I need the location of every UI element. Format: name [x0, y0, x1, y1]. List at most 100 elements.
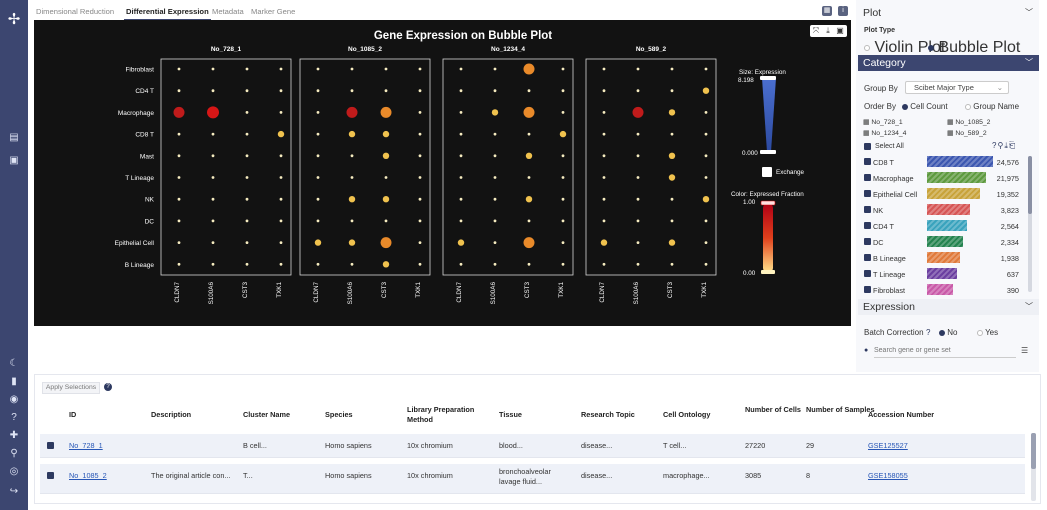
tab-differential-expression[interactable]: Differential Expression: [124, 6, 211, 20]
table-cell: T...: [243, 471, 253, 480]
column-header-tissue[interactable]: Tissue: [499, 410, 522, 419]
category-row-macrophage[interactable]: Macrophage 21,975: [863, 172, 1035, 185]
github-icon[interactable]: ◉: [9, 394, 19, 405]
column-header-cell-ontology[interactable]: Cell Ontology: [663, 410, 711, 419]
help-icon[interactable]: ?: [992, 141, 998, 150]
color-legend-bar: [763, 204, 773, 272]
table-row[interactable]: [40, 434, 1025, 458]
bubble-marker: [704, 219, 708, 223]
category-row-cd8-t[interactable]: CD8 T 24,576: [863, 156, 1035, 169]
document-icon[interactable]: ▮: [11, 376, 17, 387]
list-filter-icon[interactable]: ☰: [1021, 346, 1029, 355]
category-checkbox[interactable]: [864, 222, 871, 229]
category-checkbox[interactable]: [864, 238, 871, 245]
tab-dimensional-reduction[interactable]: Dimensional Reduction: [36, 7, 115, 16]
beaker-icon[interactable]: ▣: [9, 155, 19, 166]
person-search-icon[interactable]: ⚲: [10, 448, 18, 459]
save-image-icon[interactable]: ▣: [836, 26, 844, 35]
gene-search-input[interactable]: [874, 344, 1016, 358]
category-row-t-lineage[interactable]: T Lineage 637: [863, 268, 1035, 281]
order-group-name-radio[interactable]: Group Name: [965, 102, 1019, 111]
gene-tick-label: TXK1: [415, 282, 422, 298]
order-cell-count-radio[interactable]: Cell Count: [902, 102, 948, 111]
column-header-description[interactable]: Description: [151, 410, 192, 419]
batch-no-radio[interactable]: No: [939, 328, 957, 337]
category-checkbox[interactable]: [864, 190, 871, 197]
download-icon[interactable]: ⤓: [826, 26, 830, 35]
batch-yes-radio[interactable]: Yes: [977, 328, 998, 337]
dataset-id-link[interactable]: No_1085_2: [69, 471, 107, 480]
violin-plot-radio[interactable]: Violin Plot: [864, 39, 945, 57]
bubble-marker: [459, 67, 463, 71]
tab-metadata[interactable]: Metadata: [212, 7, 244, 16]
category-bar: [927, 156, 993, 167]
category-row-b-lineage[interactable]: B Lineage 1,938: [863, 252, 1035, 265]
moon-icon[interactable]: ☾: [9, 358, 19, 369]
category-row-dc[interactable]: DC 2,334: [863, 236, 1035, 249]
category-checkbox[interactable]: [864, 270, 871, 277]
help-icon[interactable]: ?: [926, 328, 931, 337]
column-header-research-topic[interactable]: Research Topic: [581, 410, 635, 419]
column-header-id[interactable]: ID: [69, 410, 77, 419]
category-count: 390: [1006, 286, 1019, 295]
table-cell: T cell...: [663, 441, 687, 450]
column-header-species[interactable]: Species: [325, 410, 353, 419]
gene-tick-label: CST3: [381, 282, 388, 299]
category-row-nk[interactable]: NK 3,823: [863, 204, 1035, 217]
sample-legend-4: ▦ No_589_2: [947, 129, 987, 137]
molecule-logo-icon[interactable]: ✢: [7, 11, 21, 28]
column-header-number-of-samples[interactable]: Number of Samples: [806, 405, 875, 414]
dataset-id-link[interactable]: No_728_1: [69, 441, 103, 450]
category-checkbox[interactable]: [864, 286, 871, 293]
column-header-library-preparation-method[interactable]: Library Preparation Method: [407, 405, 475, 424]
plot-section-header[interactable]: Plot ﹀: [858, 5, 1039, 21]
category-checkbox[interactable]: [864, 174, 871, 181]
bubble-marker: [177, 262, 181, 266]
row-checkbox[interactable]: [47, 442, 54, 449]
column-header-accession-number[interactable]: Accession Number: [868, 410, 935, 419]
accession-link[interactable]: GSE125527: [868, 441, 908, 450]
category-row-epithelial-cell[interactable]: Epithelial Cell 19,352: [863, 188, 1035, 201]
category-checkbox[interactable]: [864, 254, 871, 261]
bubble-marker: [245, 197, 249, 201]
select-all-checkbox[interactable]: [864, 143, 871, 150]
bubble-marker: [177, 241, 181, 245]
logout-icon[interactable]: ↪: [9, 486, 19, 497]
puzzle-icon[interactable]: ✚: [9, 430, 19, 441]
expression-section-header[interactable]: Expression ﹀: [858, 299, 1039, 315]
download-icon[interactable]: ⤓: [1004, 141, 1009, 150]
bubble-marker: [636, 219, 640, 223]
table-row[interactable]: [40, 464, 1025, 494]
category-row-fibroblast[interactable]: Fibroblast 390: [863, 284, 1035, 297]
category-section-header[interactable]: Category ﹀: [858, 55, 1039, 71]
tab-marker-gene[interactable]: Marker Gene: [251, 7, 296, 16]
category-checkbox[interactable]: [864, 206, 871, 213]
table-scrollbar-thumb[interactable]: [1031, 433, 1036, 469]
search-icon[interactable]: ⚲: [997, 141, 1005, 150]
help-icon[interactable]: ?: [104, 383, 112, 391]
accession-link[interactable]: GSE158055: [868, 471, 908, 480]
category-checkbox[interactable]: [864, 158, 871, 165]
bubble-marker: [668, 239, 676, 246]
category-scrollbar-thumb[interactable]: [1028, 156, 1032, 214]
grid-view-icon[interactable]: ▦: [822, 6, 832, 16]
bubble-marker: [211, 262, 215, 266]
category-row-cd4-t[interactable]: CD4 T 2,564: [863, 220, 1035, 233]
chevron-down-icon: ⌄: [996, 83, 1003, 92]
column-header-number-of-cells[interactable]: Number of Cells: [745, 405, 801, 414]
apply-selections-button[interactable]: Apply Selections: [42, 382, 100, 394]
bubble-marker: [459, 197, 463, 201]
group-by-select[interactable]: Scibet Major Type ⌄: [905, 81, 1009, 94]
bubble-plot-radio[interactable]: Bubble Plot: [928, 39, 1020, 57]
bubble-marker: [491, 109, 499, 116]
graduation-icon[interactable]: ◎: [9, 466, 19, 477]
help-icon[interactable]: ?: [11, 412, 17, 423]
info-icon[interactable]: i: [838, 6, 848, 16]
row-checkbox[interactable]: [47, 472, 54, 479]
size-legend-handle: [760, 76, 776, 80]
category-scrollbar[interactable]: [1028, 156, 1032, 292]
bookmark-icon[interactable]: ⎗: [1008, 141, 1017, 150]
expand-icon[interactable]: ⤧: [812, 26, 820, 35]
molecule-icon[interactable]: ▤: [9, 132, 19, 143]
column-header-cluster-name[interactable]: Cluster Name: [243, 410, 291, 419]
